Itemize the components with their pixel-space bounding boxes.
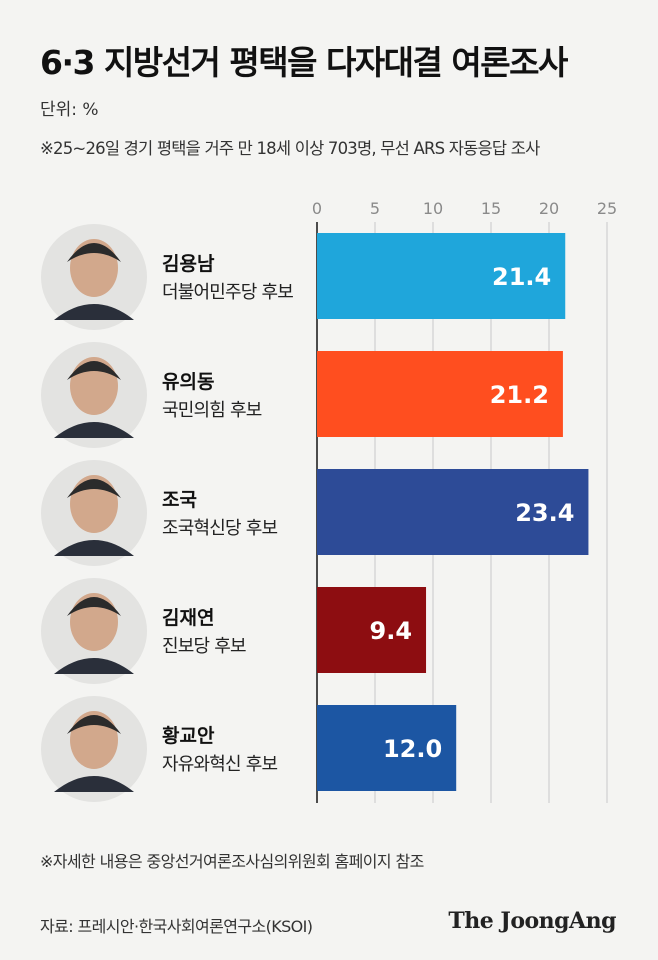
candidate-party: 조국혁신당 후보: [162, 518, 277, 539]
candidate-name: 유의동: [162, 371, 214, 393]
bar: [317, 469, 589, 555]
candidate-hair-icon: [67, 597, 121, 616]
candidate-suit-icon: [54, 776, 134, 792]
bar: [317, 351, 563, 437]
candidate-party: 자유와혁신 후보: [162, 754, 277, 775]
candidate-hair-icon: [67, 479, 121, 498]
candidate-name: 김재연: [162, 607, 214, 629]
x-tick-label: 20: [539, 199, 559, 218]
x-tick-label: 25: [597, 199, 617, 218]
candidate-suit-icon: [54, 540, 134, 556]
candidate-hair-icon: [67, 243, 121, 262]
candidate-party: 진보당 후보: [162, 636, 246, 657]
candidate-hair-icon: [67, 361, 121, 380]
x-tick-label: 10: [423, 199, 443, 218]
footnote: ※자세한 내용은 중앙선거여론조사심의위원회 홈페이지 참조: [40, 852, 424, 871]
candidate-suit-icon: [54, 658, 134, 674]
chart-title: 6·3 지방선거 평택을 다자대결 여론조사: [40, 43, 568, 82]
bar-value-label: 21.4: [492, 263, 551, 291]
x-tick-label: 15: [481, 199, 501, 218]
bar-value-label: 21.2: [490, 381, 549, 409]
bar: [317, 705, 457, 791]
x-tick-label: 0: [312, 199, 322, 218]
publisher-logo: The JoongAng: [448, 908, 616, 934]
source-label: 자료: 프레시안·한국사회여론연구소(KSOI): [40, 917, 313, 936]
bar-value-label: 23.4: [515, 499, 574, 527]
candidate-party: 국민의힘 후보: [162, 400, 262, 421]
bar-value-label: 9.4: [370, 617, 413, 645]
x-tick-label: 5: [370, 199, 380, 218]
candidate-hair-icon: [67, 715, 121, 734]
candidate-party: 더불어민주당 후보: [162, 282, 293, 303]
candidate-name: 김용남: [162, 253, 215, 275]
bar: [317, 233, 566, 319]
survey-note: ※25~26일 경기 평택을 거주 만 18세 이상 703명, 무선 ARS …: [40, 139, 540, 158]
bar-value-label: 12.0: [383, 735, 442, 763]
candidate-suit-icon: [54, 304, 134, 320]
candidate-name: 조국: [162, 489, 197, 511]
bar: [317, 587, 427, 673]
unit-label: 단위: %: [40, 100, 99, 120]
candidate-suit-icon: [54, 422, 134, 438]
candidate-name: 황교안: [162, 724, 215, 747]
